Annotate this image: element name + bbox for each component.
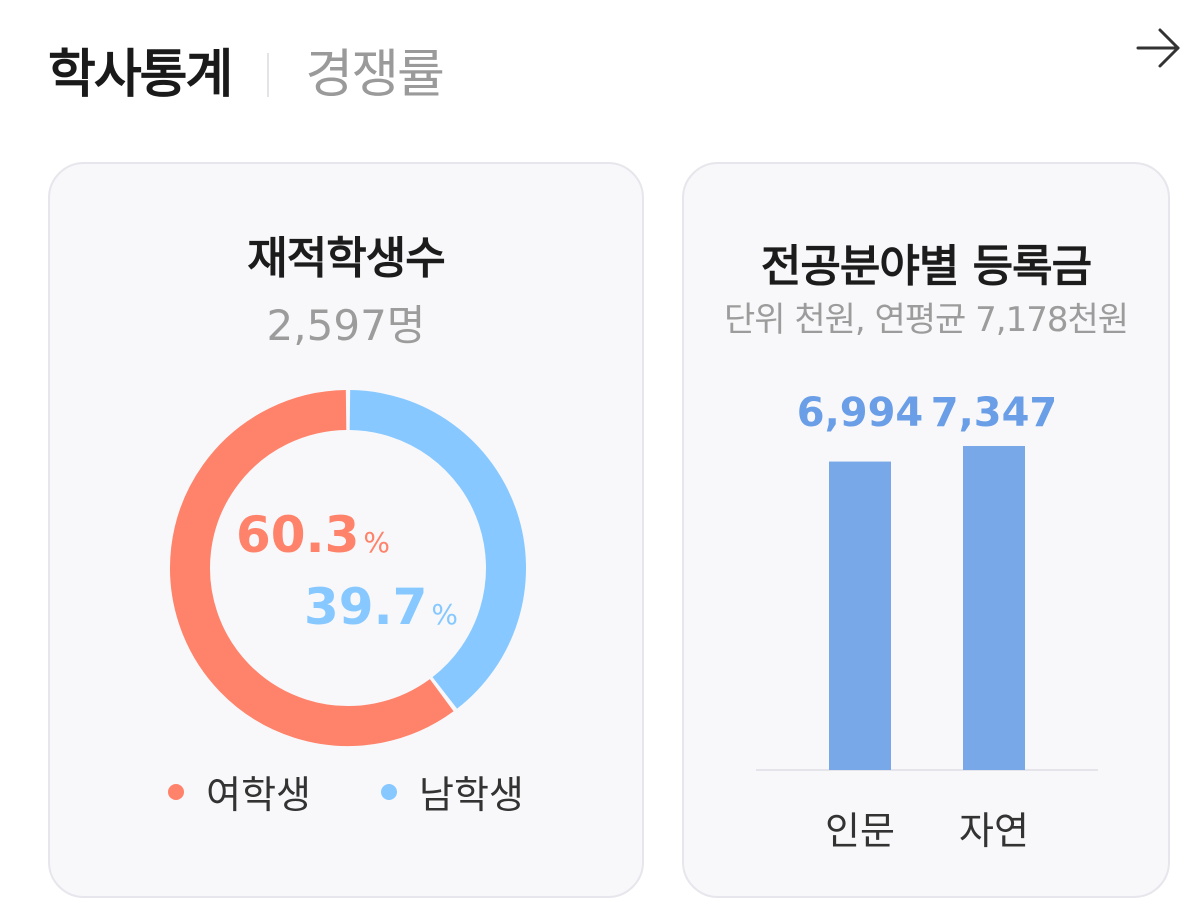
female-percent-label: 60.3% bbox=[236, 506, 390, 564]
legend: 여학생 남학생 bbox=[50, 764, 642, 819]
bar-0 bbox=[829, 461, 891, 770]
female-slice bbox=[170, 390, 454, 746]
arrow-right-icon[interactable] bbox=[1130, 20, 1186, 76]
category-label: 인문 bbox=[825, 809, 895, 853]
male-dot-icon bbox=[381, 783, 397, 800]
legend-label: 남학생 bbox=[419, 773, 524, 817]
bar-value-label: 7,347 bbox=[931, 390, 1058, 436]
total-students: 2,597명 bbox=[266, 301, 426, 350]
female-dot-icon bbox=[168, 783, 185, 800]
card-title: 재적학생수 bbox=[247, 233, 445, 284]
male-slice bbox=[349, 390, 526, 709]
stats-tabs: 학사통계 경쟁률 bbox=[48, 40, 445, 110]
enrolled-students-card: 재적학생수 2,597명 60.3% 39.7% 여학생 남학생 bbox=[48, 162, 644, 898]
bar-chart: 6,994 인문 7,347 자연 bbox=[756, 390, 1098, 853]
donut-chart: 60.3% 39.7% bbox=[170, 390, 526, 746]
category-label: 자연 bbox=[959, 809, 1029, 853]
legend-item-male: 남학생 bbox=[381, 764, 524, 819]
card-title: 전공분야별 등록금 bbox=[760, 241, 1092, 292]
tuition-card: 전공분야별 등록금 단위 천원, 연평균 7,178천원 6,994 인문 7,34… bbox=[682, 162, 1170, 898]
tuition-unit-note: 단위 천원, 연평균 7,178천원 bbox=[723, 300, 1129, 340]
legend-label: 여학생 bbox=[206, 773, 311, 817]
bar-1 bbox=[963, 446, 1025, 770]
male-percent-label: 39.7% bbox=[304, 578, 458, 636]
bar-value-label: 6,994 bbox=[797, 390, 924, 436]
tab-competition-rate[interactable]: 경쟁률 bbox=[305, 45, 445, 105]
tab-divider bbox=[267, 53, 270, 97]
tab-academic-stats[interactable]: 학사통계 bbox=[48, 45, 233, 105]
legend-item-female: 여학생 bbox=[168, 764, 311, 819]
